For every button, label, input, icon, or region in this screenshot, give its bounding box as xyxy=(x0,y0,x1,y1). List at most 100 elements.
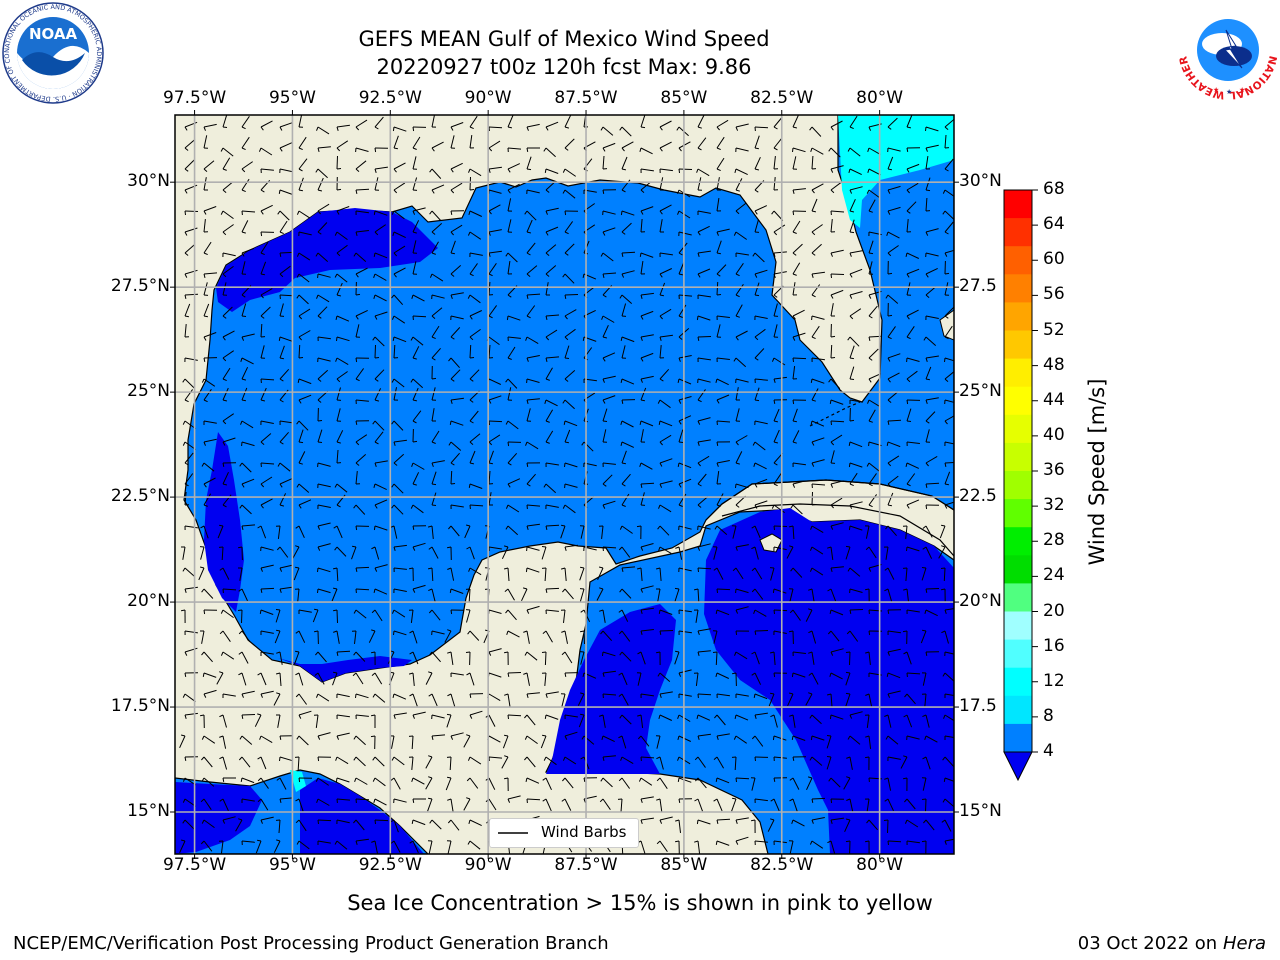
wind-barb-flag xyxy=(468,168,471,173)
wind-barb xyxy=(431,651,441,663)
wind-barb-flag xyxy=(830,252,833,257)
wind-barb xyxy=(464,525,471,539)
wind-barb xyxy=(294,651,300,665)
wind-barb-flag xyxy=(257,756,262,760)
wind-barb xyxy=(241,690,255,695)
wind-barb xyxy=(735,231,747,240)
wind-barb xyxy=(431,734,446,737)
wind-barb-flag xyxy=(906,378,911,383)
wind-barb xyxy=(241,798,255,802)
wind-barb xyxy=(773,303,778,317)
wind-barb xyxy=(507,219,512,233)
wind-barb-flag xyxy=(941,630,946,634)
wind-barb xyxy=(905,567,908,582)
wind-barb-flag xyxy=(887,693,891,698)
wind-barb-flag xyxy=(887,378,891,383)
wind-barb-flag xyxy=(826,735,832,737)
wind-barb-flag xyxy=(697,399,702,403)
wind-barb-flag xyxy=(792,483,796,488)
wind-barb xyxy=(811,437,825,443)
wind-barb xyxy=(450,240,456,254)
wind-barb-flag xyxy=(469,336,474,341)
wind-barb xyxy=(564,328,576,338)
wind-barb xyxy=(887,419,902,422)
wind-barb xyxy=(925,315,939,319)
wind-barb xyxy=(374,693,386,703)
wind-barb xyxy=(925,126,939,132)
wind-barb-flag xyxy=(830,441,835,446)
wind-barb xyxy=(845,546,851,560)
wind-barb xyxy=(754,588,764,600)
wind-barb xyxy=(735,147,749,152)
wind-barb xyxy=(659,282,666,296)
wind-barb xyxy=(336,124,350,128)
wind-barb xyxy=(241,247,255,254)
wind-barb-flag xyxy=(697,252,700,257)
wind-barb xyxy=(830,181,842,191)
wind-barb-flag xyxy=(184,147,189,151)
wind-barb-flag xyxy=(602,294,607,298)
wind-barb-flag xyxy=(811,504,817,506)
wind-barb xyxy=(450,732,464,737)
wind-barb xyxy=(317,798,330,806)
wind-barb-flag xyxy=(619,294,623,299)
wind-barb xyxy=(184,269,198,275)
wind-barb-flag xyxy=(393,546,396,551)
wind-barb-flag xyxy=(769,651,775,654)
wind-barb xyxy=(293,567,300,581)
wind-barb-flag xyxy=(260,210,264,215)
wind-barb xyxy=(564,544,578,548)
wind-barb xyxy=(697,137,707,149)
wind-barb xyxy=(564,189,576,199)
wind-barb xyxy=(222,115,228,128)
wind-barb xyxy=(203,735,216,744)
wind-barb-flag xyxy=(754,483,758,488)
wind-barb-flag xyxy=(773,609,775,615)
host-name: Hera xyxy=(1222,933,1266,954)
wind-barb-flag xyxy=(903,651,908,655)
wind-barb-flag xyxy=(846,630,851,635)
florida-keys xyxy=(809,401,861,427)
wind-barb xyxy=(830,434,843,443)
wind-barb-flag xyxy=(203,441,206,446)
wind-barb xyxy=(659,714,673,721)
wind-barb xyxy=(811,525,824,534)
wind-barb xyxy=(203,672,217,678)
wind-barb xyxy=(277,525,281,539)
wind-barb-flag xyxy=(335,357,338,362)
wind-barb xyxy=(260,777,269,789)
wind-barb xyxy=(241,303,247,317)
wind-barb-flag xyxy=(943,777,946,782)
wind-barb xyxy=(355,210,369,214)
wind-barb xyxy=(754,348,765,359)
wind-barb-flag xyxy=(636,525,642,528)
wind-barb-flag xyxy=(868,483,873,487)
wind-barb xyxy=(279,265,291,275)
wind-barb xyxy=(751,777,756,791)
wind-barb xyxy=(260,323,263,338)
wind-barb xyxy=(754,135,760,149)
wind-barb xyxy=(545,609,559,612)
wind-barb xyxy=(279,168,293,173)
wind-barb xyxy=(906,588,909,602)
wind-barb xyxy=(273,693,281,706)
wind-barb xyxy=(450,315,464,320)
wind-barb xyxy=(317,177,324,191)
wind-barb-flag xyxy=(372,420,376,425)
wind-barb-flag xyxy=(355,273,359,278)
wind-barb-flag xyxy=(504,588,509,592)
wind-barb-flag xyxy=(771,504,775,509)
wind-barb xyxy=(849,219,855,233)
wind-barb xyxy=(887,206,901,212)
wind-barb-flag xyxy=(296,483,300,488)
wind-barb-flag xyxy=(619,588,623,593)
wind-barb xyxy=(678,735,692,742)
wind-barb xyxy=(830,420,845,423)
wind-barb xyxy=(222,224,234,233)
wind-barb xyxy=(887,777,892,791)
run-date: 03 Oct 2022 on xyxy=(1077,933,1223,954)
wind-barb-flag xyxy=(222,357,227,362)
wind-barb xyxy=(768,693,775,707)
wind-barb xyxy=(697,567,712,570)
wind-barb-flag xyxy=(334,546,338,551)
